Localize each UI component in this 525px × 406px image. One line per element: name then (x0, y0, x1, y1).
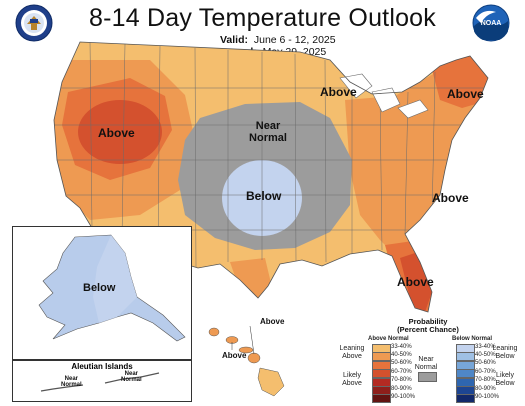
likely-below-line2: Below (495, 380, 515, 388)
alaska-below-region (93, 235, 137, 323)
alaska-map (38, 234, 186, 342)
label-aleutian-near-2: Near Normal (121, 371, 142, 384)
legend-below-label-3: 60-70% (475, 368, 496, 375)
legend-above-label-4: 70-80% (391, 377, 412, 384)
leaning-above-line1: Leaning (339, 345, 365, 352)
aleutian-chain (40, 372, 160, 392)
likely-above-line2: Above (342, 380, 362, 388)
label-near-normal-line2: Normal (249, 131, 287, 144)
legend-title-line2: (Percent Chance) (397, 325, 459, 335)
legend-below-label-5: 80-90% (475, 385, 496, 392)
label-plains-below: Below (246, 189, 282, 203)
big-island (257, 367, 285, 397)
leaning-below-line2: Below (495, 353, 515, 361)
hawaii-inset: Above Above (192, 312, 290, 400)
alaska-inset: Below (12, 226, 192, 360)
aleutian-map (40, 372, 160, 392)
legend-above-label-3: 60-70% (391, 368, 412, 375)
legend-above-head: Above Normal (368, 336, 409, 342)
label-hawaii-above-2: Above (222, 351, 247, 360)
doc-seal-icon (15, 4, 53, 42)
label-southeast-above: Above (432, 191, 469, 205)
state-borders (54, 42, 488, 269)
aleutian-near-1-line2: Normal (61, 382, 82, 389)
noaa-logo-text: NOAA (481, 20, 502, 27)
label-hawaii-above-1: Above (260, 317, 285, 326)
valid-line: Valid: June 6 - 12, 2025 (220, 34, 336, 46)
valid-label: Valid: (220, 34, 249, 46)
legend-leaning-above: Leaning Above (334, 345, 370, 361)
great-lakes (339, 73, 429, 119)
likely-above-line1: Likely (343, 372, 361, 379)
legend-swatch-near-normal (418, 372, 437, 382)
legend-title-line1: Probability (408, 317, 448, 326)
leaning-below-line1: Leaning (492, 345, 518, 352)
noaa-logo-icon: NOAA (472, 4, 510, 42)
legend-likely-above: Likely Above (334, 372, 370, 388)
legend-below-label-1: 40-50% (475, 351, 496, 358)
legend-below-swatch-6 (456, 394, 475, 404)
legend-below-label-4: 70-80% (475, 377, 496, 384)
label-near-normal: Near Normal (246, 120, 290, 144)
map-title: 8-14 Day Temperature Outlook (89, 4, 436, 32)
label-alaska-below: Below (83, 282, 116, 294)
legend-title: Probability (Percent Chance) (378, 317, 478, 335)
likely-below-line1: Likely (496, 372, 514, 379)
aleutian-near-2-line2: Normal (121, 377, 142, 384)
legend-above-swatch-6 (372, 394, 391, 404)
legend-above-label-1: 40-50% (391, 351, 412, 358)
aleutian-title: Aleutian Islands (71, 362, 133, 371)
legend-below-label-0: 33-40% (475, 343, 496, 350)
label-new-england-above: Above (447, 87, 484, 101)
legend-likely-below: Likely Below (487, 372, 523, 388)
kauai-island (208, 327, 220, 337)
legend-near-normal: Near Normal (411, 356, 441, 372)
maui-island (247, 352, 261, 364)
florida-above-60-70 (400, 252, 432, 312)
valid-value: June 6 - 12, 2025 (253, 34, 336, 46)
molokai-island (238, 346, 254, 354)
leaning-above-line2: Above (342, 353, 362, 361)
west-above-60-70 (78, 100, 162, 164)
legend-leaning-below: Leaning Below (487, 345, 523, 361)
legend-below-label-6: 90-100% (475, 393, 500, 400)
label-near-normal-line1: Near (255, 120, 281, 132)
label-west-above: Above (98, 126, 135, 140)
near-normal-line1: Near (418, 356, 434, 363)
legend-above-label-5: 80-90% (391, 385, 412, 392)
aleutian-near-1-line1: Near (64, 376, 78, 382)
legend-above-label-6: 90-100% (391, 393, 416, 400)
label-florida-above: Above (397, 275, 434, 289)
legend-below-head: Below Normal (452, 336, 493, 342)
hawaii-map (208, 325, 285, 397)
legend-above-label-0: 33-40% (391, 343, 412, 350)
aleutian-near-2-line1: Near (124, 371, 138, 377)
near-normal-line2: Normal (414, 364, 438, 372)
legend-below-label-2: 50-60% (475, 360, 496, 367)
label-aleutian-near-1: Near Normal (61, 376, 82, 389)
legend-above-label-2: 50-60% (391, 360, 412, 367)
label-great-lakes-above: Above (320, 85, 357, 99)
aleutian-inset: Aleutian Islands Near Normal Near Normal (12, 360, 192, 402)
